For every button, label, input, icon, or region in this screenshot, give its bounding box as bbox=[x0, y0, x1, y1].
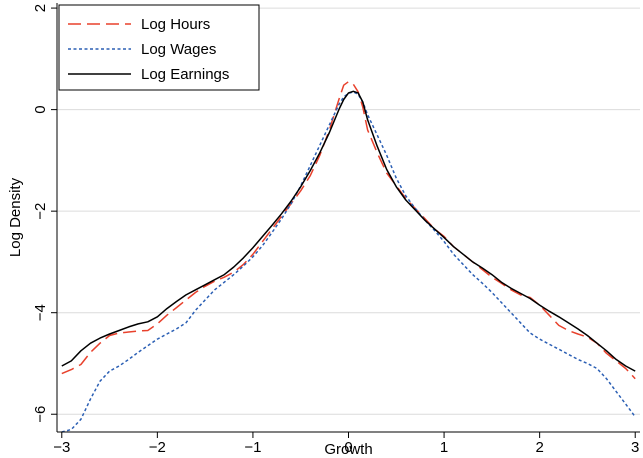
series-lines bbox=[61, 80, 636, 433]
y-tick-label-2: −2 bbox=[32, 203, 49, 220]
y-tick-label-0: −6 bbox=[32, 406, 49, 423]
legend-box bbox=[58, 4, 260, 91]
legend-label-2: Log Earnings bbox=[141, 66, 229, 83]
legend: Log Hours Log Wages Log Earnings bbox=[58, 4, 260, 91]
x-tick-label-2: −1 bbox=[244, 439, 261, 456]
x-tick-label-0: −3 bbox=[53, 439, 70, 456]
x-tick-label-3: 0 bbox=[344, 439, 352, 456]
y-axis-title: Log Density bbox=[7, 177, 24, 257]
y-tick-label-4: 2 bbox=[32, 4, 49, 12]
x-tick-label-5: 2 bbox=[535, 439, 543, 456]
gridlines bbox=[57, 7, 640, 415]
x-axis-title: Growth bbox=[324, 441, 372, 458]
x-tick-label-1: −2 bbox=[149, 439, 166, 456]
legend-label-1: Log Wages bbox=[141, 41, 216, 58]
x-tick-label-6: 3 bbox=[631, 439, 639, 456]
y-tick-label-3: 0 bbox=[32, 105, 49, 113]
series-line-log-earnings bbox=[61, 90, 636, 372]
x-tick-label-4: 1 bbox=[440, 439, 448, 456]
legend-label-0: Log Hours bbox=[141, 16, 210, 33]
y-tick-label-1: −4 bbox=[32, 304, 49, 321]
axes: −3 −2 −1 0 1 2 3 −6 −4 −2 0 2 Growth Log Density bbox=[7, 3, 640, 458]
